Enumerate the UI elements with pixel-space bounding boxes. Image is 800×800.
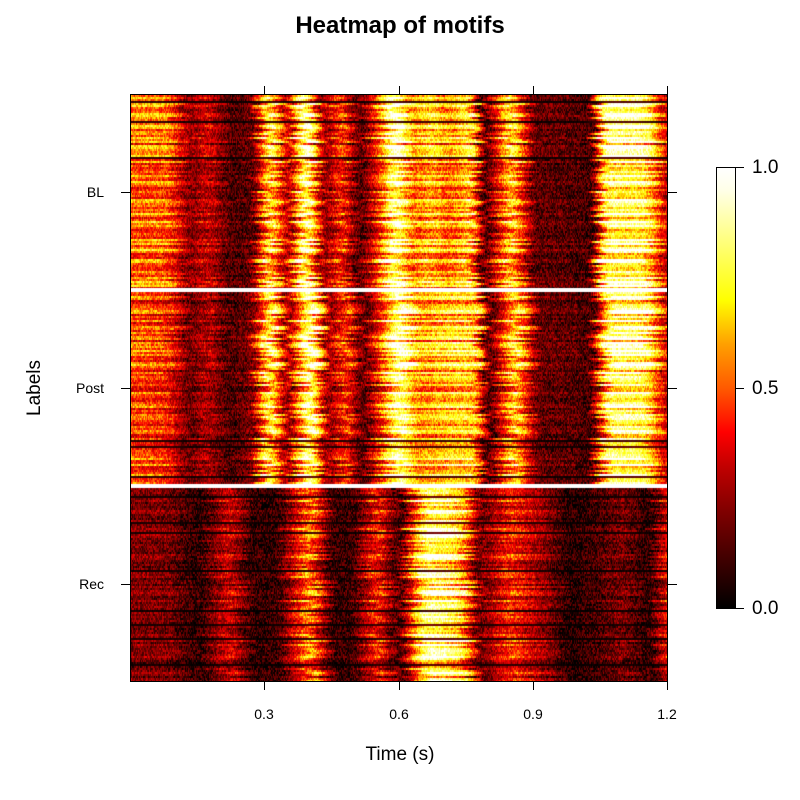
heatmap-plot-area [131,95,667,681]
x-tick-0.6-bottom [399,682,400,690]
colorbar-tick-0.0 [736,608,744,609]
colorbar-tick-1.0 [736,167,744,168]
x-tick-label-0.3: 0.3 [254,706,274,722]
plot-frame [130,94,668,682]
y-tick-label-bl: BL [86,184,104,200]
chart-title: Heatmap of motifs [295,12,505,39]
y-tick-post-right [668,388,677,389]
x-tick-1.2-bottom [667,682,668,690]
y-tick-label-rec: Rec [79,576,104,592]
y-tick-bl-right [668,192,677,193]
x-axis-label: Time (s) [365,744,435,765]
x-tick-label-0.9: 0.9 [523,706,543,722]
x-tick-0.3-top [264,86,265,94]
x-tick-0.9-top [533,86,534,94]
x-tick-1.2-top [667,86,668,94]
colorbar-label-1.0: 1.0 [752,157,779,178]
y-tick-rec-right [668,584,677,585]
y-tick-post-left [121,388,130,389]
y-tick-rec-left [121,584,130,585]
y-tick-bl-left [121,192,130,193]
colorbar [716,167,736,609]
x-tick-label-0.6: 0.6 [389,706,409,722]
x-tick-0.6-top [399,86,400,94]
y-axis-label: Labels [24,360,45,416]
x-tick-label-1.2: 1.2 [657,706,677,722]
x-tick-0.9-bottom [533,682,534,690]
colorbar-label-0.5: 0.5 [752,378,779,399]
y-tick-label-post: Post [75,380,104,396]
colorbar-label-0.0: 0.0 [752,598,779,619]
x-tick-0.3-bottom [264,682,265,690]
colorbar-tick-0.5 [736,388,744,389]
